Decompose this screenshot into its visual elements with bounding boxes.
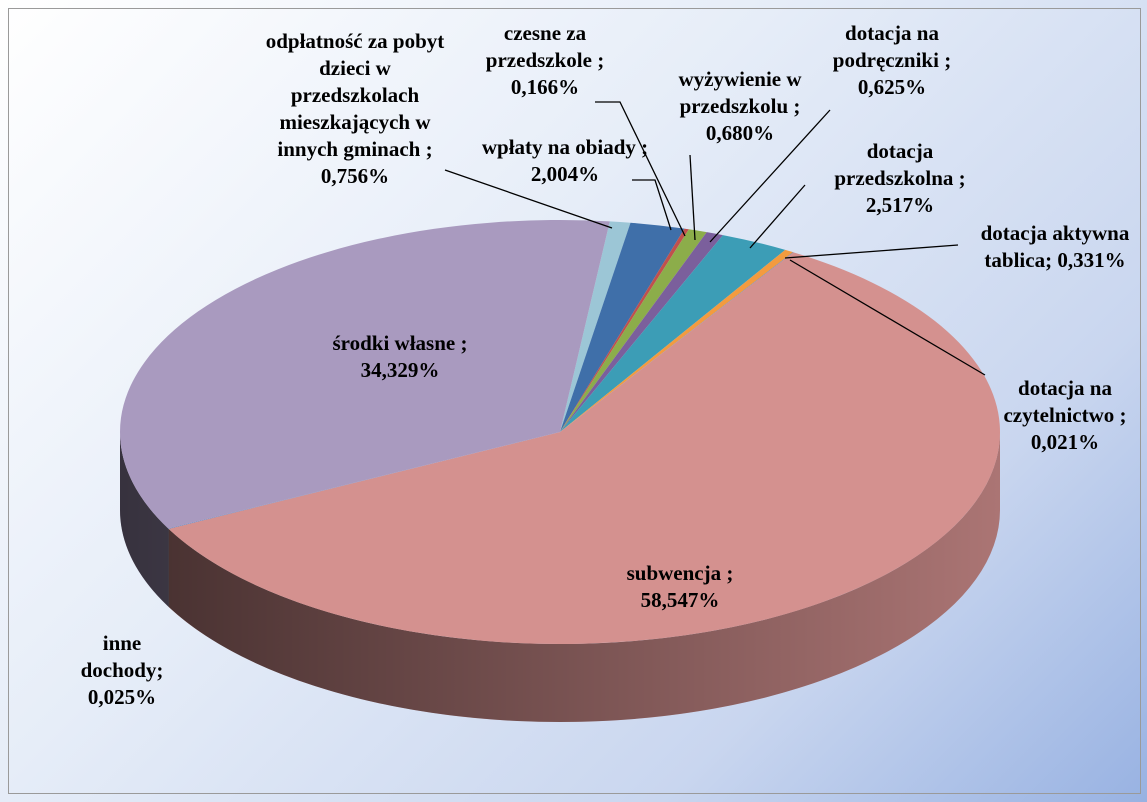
data-label: dotacja na podręczniki ; 0,625%: [812, 20, 972, 101]
value-label: 0,756%: [320, 164, 390, 188]
value-label: 0,025%: [87, 685, 157, 709]
pie-slice: [560, 229, 707, 432]
pie-slice: [560, 252, 794, 432]
value-label: 0,625%: [857, 75, 927, 99]
value-label: 0,680%: [705, 121, 775, 145]
category-label: czesne za przedszkole ;: [485, 21, 605, 72]
side-shading: [120, 432, 1000, 722]
category-label: inne dochody;: [80, 631, 164, 682]
leader-line: [789, 259, 986, 376]
category-label: wpłaty na obiady ;: [481, 135, 649, 159]
pie-slice: [560, 222, 685, 432]
data-label: wpłaty na obiady ; 2,004%: [450, 134, 680, 188]
category-label: subwencja ;: [626, 561, 734, 585]
data-label: dotacja przedszkolna ; 2,517%: [810, 138, 990, 219]
pie-slice: [119, 220, 610, 529]
pie-slice: [560, 235, 786, 432]
pie-slice: [168, 252, 1001, 644]
category-label: dotacja przedszkolna ;: [834, 139, 966, 190]
data-label: odpłatność za pobyt dzieci w przedszkola…: [255, 28, 455, 190]
value-label: 2,517%: [865, 193, 935, 217]
data-label: inne dochody; 0,025%: [62, 630, 182, 711]
value-label: 34,329%: [360, 358, 440, 382]
pie-slice: [168, 432, 560, 529]
chart-frame: [8, 8, 1141, 794]
leader-line: [632, 179, 672, 231]
leader-line: [709, 109, 831, 243]
leader-line: [595, 101, 686, 237]
category-label: dotacja aktywna tablica;: [980, 221, 1130, 272]
value-label: 0,331%: [1057, 248, 1126, 272]
data-label: wyżywienie w przedszkolu ; 0,680%: [665, 66, 815, 147]
pie-slice: [560, 221, 631, 432]
data-label: środki własne ; 34,329%: [280, 330, 520, 384]
leader-line: [444, 169, 613, 229]
category-label: wyżywienie w przedszkolu ;: [678, 67, 802, 118]
category-label: dotacja na czytelnictwo ;: [1003, 376, 1127, 427]
pie-slice: [560, 232, 723, 432]
data-label: czesne za przedszkole ; 0,166%: [470, 20, 620, 101]
category-label: dotacja na podręczniki ;: [832, 21, 952, 72]
pie-slice: [560, 249, 794, 432]
pie-slice: [560, 228, 689, 432]
data-label: dotacja na czytelnictwo ; 0,021%: [980, 375, 1147, 456]
data-label: subwencja ; 58,547%: [580, 560, 780, 614]
value-label: 0,021%: [1030, 430, 1100, 454]
leader-line: [749, 184, 806, 249]
data-label: dotacja aktywna tablica; 0,331%: [960, 220, 1147, 274]
category-label: środki własne ;: [332, 331, 468, 355]
category-label: odpłatność za pobyt dzieci w przedszkola…: [265, 29, 445, 161]
value-label: 2,004%: [530, 162, 600, 186]
value-label: 58,547%: [640, 588, 720, 612]
value-label: 0,166%: [510, 75, 580, 99]
leader-line: [689, 154, 696, 241]
leader-line: [784, 244, 959, 259]
